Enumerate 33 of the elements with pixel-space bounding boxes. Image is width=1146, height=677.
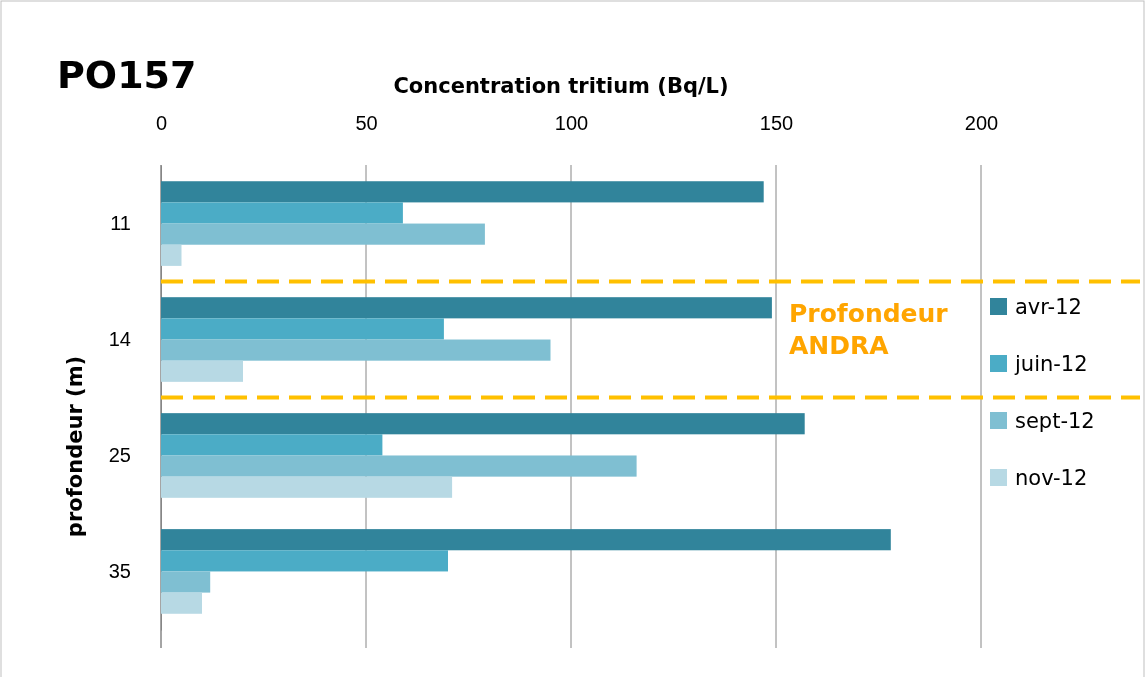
bar — [161, 571, 211, 593]
y-tick-label: 25 — [108, 443, 131, 466]
chart-title: PO157 — [57, 53, 197, 97]
bar — [161, 360, 243, 382]
y-tick-label: 14 — [108, 327, 131, 350]
x-tick-label: 0 — [155, 112, 168, 134]
x-tick-label: 200 — [964, 112, 999, 134]
y-axis-title: profondeur (m) — [63, 355, 87, 538]
bar — [161, 297, 772, 319]
y-tick-label: 35 — [108, 559, 131, 582]
legend-label: nov-12 — [1015, 466, 1088, 490]
legend-label: sept-12 — [1015, 409, 1095, 433]
bar — [161, 339, 551, 361]
legend-label: avr-12 — [1015, 295, 1082, 319]
bar — [161, 181, 764, 203]
x-tick-label: 50 — [355, 112, 378, 134]
x-tick-label: 150 — [759, 112, 794, 134]
bar — [161, 413, 805, 435]
bar — [161, 592, 202, 614]
x-axis-title: Concentration tritium (Bq/L) — [393, 74, 729, 98]
bar — [161, 202, 403, 224]
bar — [161, 244, 182, 266]
bar — [161, 318, 444, 340]
y-tick-label: 11 — [110, 211, 131, 234]
legend-label: juin-12 — [1014, 352, 1088, 376]
bar — [161, 476, 453, 498]
bar — [161, 455, 637, 477]
bar — [161, 434, 383, 456]
x-tick-label: 100 — [554, 112, 589, 134]
bar — [161, 529, 891, 551]
bar — [161, 223, 485, 245]
bar — [161, 550, 448, 572]
annotation: Profondeur ANDRA — [789, 298, 949, 360]
